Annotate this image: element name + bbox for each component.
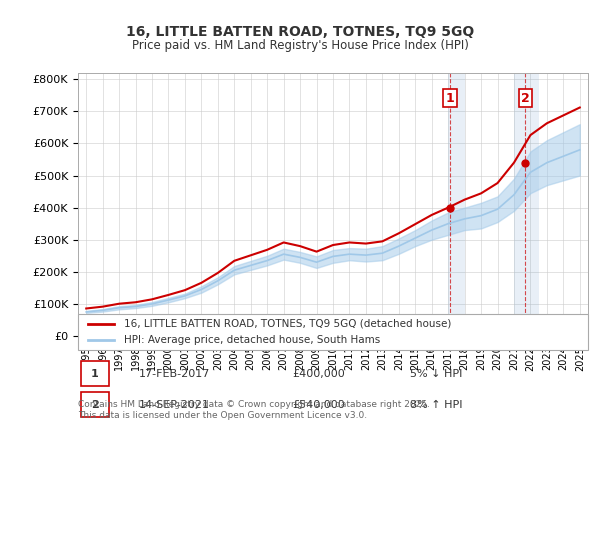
Text: £400,000: £400,000	[292, 369, 345, 379]
Text: 16, LITTLE BATTEN ROAD, TOTNES, TQ9 5GQ: 16, LITTLE BATTEN ROAD, TOTNES, TQ9 5GQ	[126, 25, 474, 39]
Text: 5% ↓ HPI: 5% ↓ HPI	[409, 369, 462, 379]
FancyBboxPatch shape	[80, 362, 109, 386]
Text: £540,000: £540,000	[292, 400, 345, 409]
Text: 2: 2	[91, 400, 98, 409]
FancyBboxPatch shape	[80, 393, 109, 417]
Text: 16, LITTLE BATTEN ROAD, TOTNES, TQ9 5GQ (detached house): 16, LITTLE BATTEN ROAD, TOTNES, TQ9 5GQ …	[124, 319, 451, 329]
FancyBboxPatch shape	[78, 314, 588, 350]
Text: Price paid vs. HM Land Registry's House Price Index (HPI): Price paid vs. HM Land Registry's House …	[131, 39, 469, 52]
Text: Contains HM Land Registry data © Crown copyright and database right 2025.
This d: Contains HM Land Registry data © Crown c…	[78, 400, 430, 420]
Text: 1: 1	[91, 369, 98, 379]
Bar	[448, 73, 464, 336]
Text: 1: 1	[446, 92, 455, 105]
Text: HPI: Average price, detached house, South Hams: HPI: Average price, detached house, Sout…	[124, 335, 380, 345]
Text: 14-SEP-2021: 14-SEP-2021	[139, 400, 210, 409]
Text: 8% ↑ HPI: 8% ↑ HPI	[409, 400, 462, 409]
Bar	[514, 73, 539, 336]
Text: 17-FEB-2017: 17-FEB-2017	[139, 369, 211, 379]
Text: 2: 2	[521, 92, 530, 105]
